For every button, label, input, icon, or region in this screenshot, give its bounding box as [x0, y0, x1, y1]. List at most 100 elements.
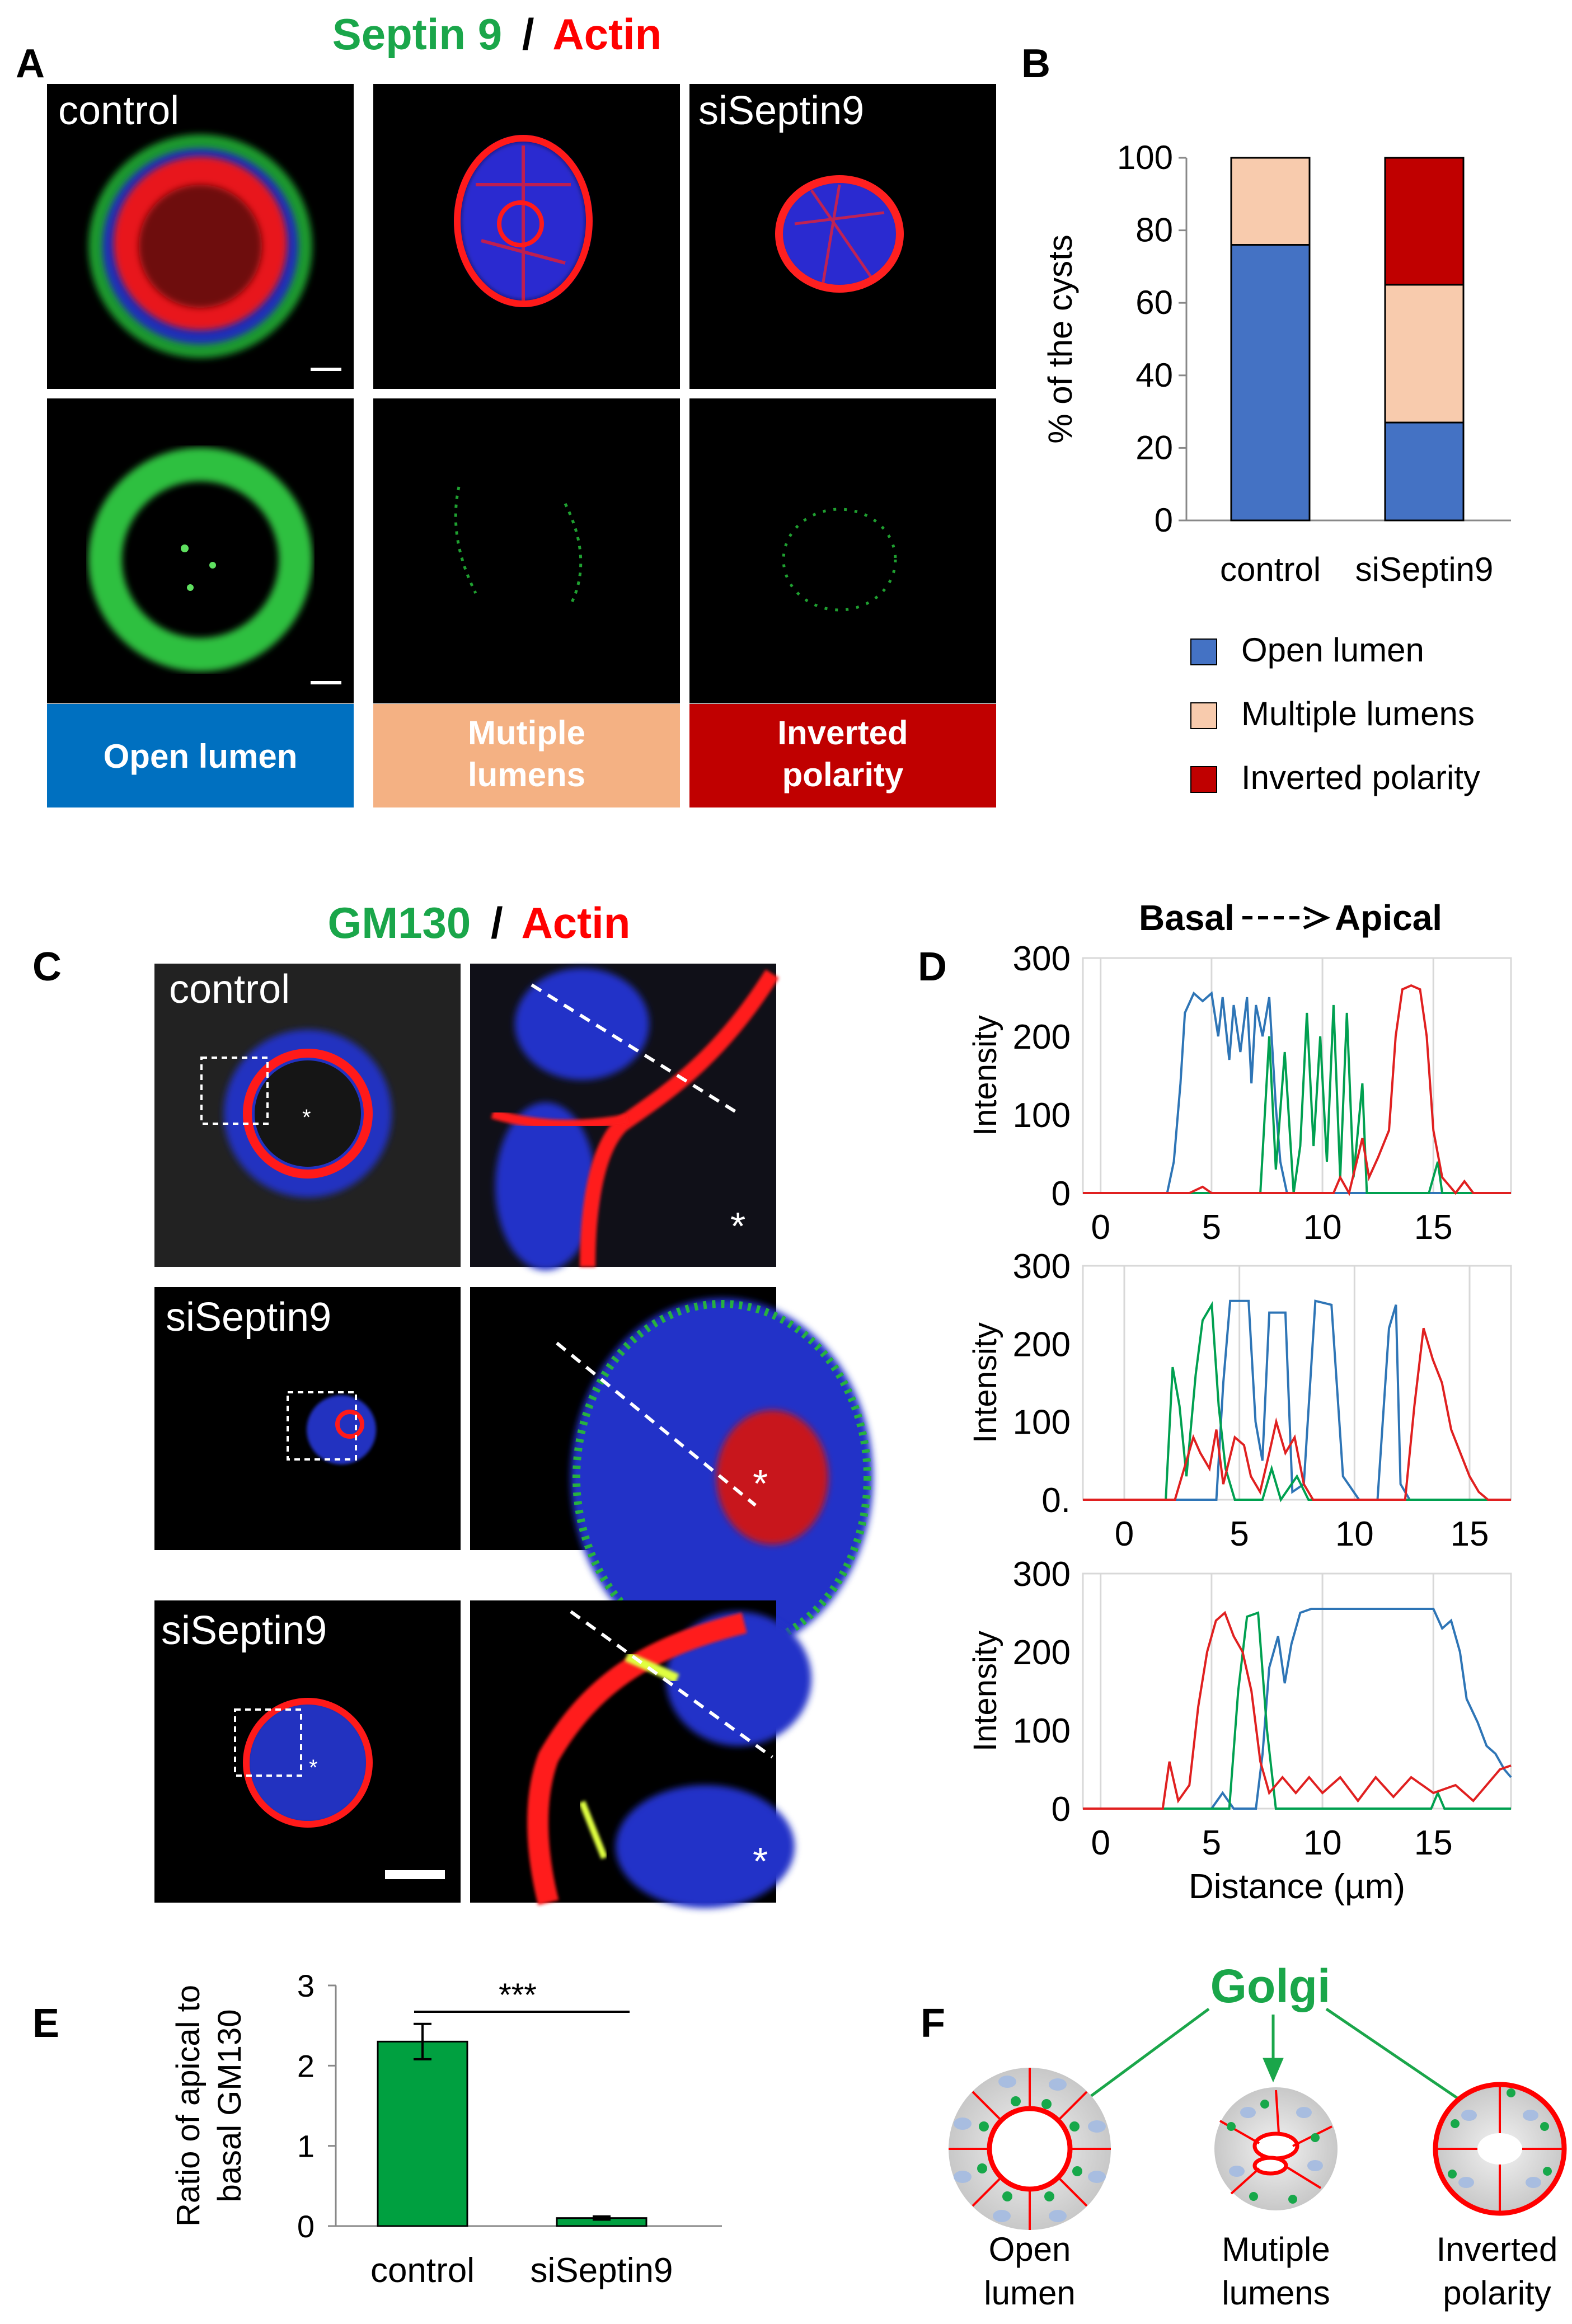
micrograph-c-control-label: control — [169, 967, 290, 1012]
chart-d1-x-tick-label: 15 — [1414, 1208, 1453, 1247]
panel-d-header-basal: Basal — [1139, 898, 1235, 938]
chart-b-legend-swatch — [1190, 702, 1217, 729]
chart-d1-series-line — [1083, 984, 1511, 1196]
chart-d3-x-tick-label: 15 — [1414, 1824, 1453, 1862]
micrograph-a-multiple-merge — [373, 84, 680, 389]
band-open-lumen — [47, 704, 354, 807]
chart-e-bar — [377, 2040, 468, 2227]
chart-d2-x-tick-label: 15 — [1450, 1515, 1489, 1553]
panel-d-arrow — [1242, 906, 1331, 929]
micrograph-a-control-label: control — [58, 88, 179, 133]
panel-c-title-actin: Actin — [521, 898, 630, 947]
micrograph-a-inverted-septin — [689, 398, 996, 703]
chart-e-significance-label: *** — [499, 1977, 537, 2013]
micrograph-a-si-label: siSeptin9 — [698, 88, 864, 133]
chart-d-si-profile-2: 0 100 200 300 0 5 10 15 Intensity Distance (µm) — [967, 1555, 1512, 1906]
chart-b-category-label: siSeptin9 — [1355, 551, 1494, 588]
panel-a-title-slash: / — [522, 10, 534, 59]
panel-b-letter: B — [1021, 41, 1050, 86]
chart-d1-y-tick-label: 0 — [1052, 1175, 1071, 1213]
chart-d3-series-line — [1083, 1611, 1512, 1810]
band-inverted-polarity — [689, 704, 996, 807]
chart-b-y-tick-label: 100 — [1117, 139, 1173, 176]
band-inverted-label-2: polarity — [782, 756, 904, 794]
panel-f-letter: F — [921, 2001, 945, 2046]
chart-d3-series-line — [1083, 1608, 1512, 1810]
chart-d3-y-axis-label: Intensity — [967, 1631, 1003, 1752]
chart-b-category-label: control — [1220, 551, 1321, 588]
panel-f-golgi-label: Golgi — [1210, 1960, 1331, 2012]
chart-e-category-label: siSeptin9 — [530, 2251, 673, 2290]
chart-d1-y-tick-label: 300 — [1013, 940, 1071, 978]
chart-b-legend-label: Multiple lumens — [1241, 695, 1475, 733]
schematic-inverted-caption-2: polarity — [1443, 2274, 1551, 2312]
panel-d-header-apical: Apical — [1335, 898, 1442, 938]
chart-d2-y-tick-label: 200 — [1013, 1325, 1071, 1364]
chart-d-si-profile-1: 0. 100 200 300 0 5 10 15 Intensity — [967, 1247, 1512, 1553]
band-multiple-label-1: Mutiple — [468, 714, 585, 752]
chart-b-y-tick-label: 80 — [1135, 212, 1173, 249]
micrograph-c-si-label-2: siSeptin9 — [161, 1608, 327, 1653]
chart-d3-series-line — [1083, 1611, 1511, 1810]
chart-b-y-tick-label: 40 — [1135, 356, 1173, 394]
chart-b-y-tick-label: 0 — [1155, 501, 1173, 539]
panel-a-title-actin: Actin — [552, 10, 661, 59]
panel-a-letter: A — [16, 41, 45, 86]
chart-b-stacked-bars: 0 20 40 60 80 100 % of the cysts control siSepti… — [1041, 139, 1511, 796]
micrograph-c-si-overview-1 — [154, 1287, 461, 1550]
micrograph-c-si-zoom-2-lumen-mark: * — [753, 1839, 768, 1883]
panel-d-letter: D — [918, 945, 947, 989]
band-multiple-label-2: lumens — [468, 756, 585, 794]
panel-a-title-septin: Septin 9 — [332, 10, 502, 59]
chart-d1-y-tick-label: 200 — [1013, 1018, 1071, 1057]
chart-d2-x-tick-label: 5 — [1230, 1515, 1249, 1553]
chart-d3-x-tick-label: 5 — [1202, 1824, 1221, 1862]
chart-d1-plot-area — [1082, 957, 1512, 1194]
micrograph-c-si-zoom-2 — [470, 1600, 811, 1908]
chart-e-category-label: control — [370, 2251, 475, 2290]
micrograph-c-control-overview — [154, 964, 461, 1267]
chart-b-y-axis-label: % of the cysts — [1041, 234, 1079, 443]
schematic-multiple-lumens — [1214, 2087, 1338, 2210]
chart-e-y-tick-label: 1 — [297, 2129, 315, 2164]
chart-b-bar-segment — [1384, 157, 1465, 286]
chart-d-control-profile: 0 100 200 300 0 5 10 15 Intensity — [967, 940, 1512, 1247]
chart-d3-y-tick-label: 100 — [1013, 1712, 1071, 1750]
chart-d3-x-tick-label: 0 — [1091, 1824, 1110, 1862]
micrograph-c-si-zoom-1 — [470, 1287, 873, 1656]
chart-d1-series-line — [1083, 991, 1511, 1194]
micrograph-a-multiple-septin — [373, 398, 680, 703]
chart-d2-x-tick-label: 0 — [1115, 1515, 1134, 1553]
chart-b-legend-swatch — [1190, 638, 1217, 665]
chart-d1-x-tick-label: 0 — [1091, 1208, 1110, 1247]
panel-c-letter: C — [32, 945, 62, 989]
micrograph-c-si-overview-2-lumen-mark: * — [309, 1755, 318, 1780]
schematic-open-lumen — [949, 2068, 1111, 2230]
chart-d2-x-tick-label: 10 — [1335, 1515, 1374, 1553]
chart-d3-x-axis-label: Distance (µm) — [1189, 1867, 1405, 1906]
chart-b-bar-segment — [1230, 244, 1311, 522]
chart-d3-plot-area — [1082, 1572, 1512, 1810]
chart-b-legend-label: Open lumen — [1241, 631, 1424, 669]
schematic-open-caption-2: lumen — [984, 2274, 1075, 2312]
chart-d2-y-tick-label: 300 — [1013, 1247, 1071, 1286]
chart-d1-x-tick-label: 10 — [1303, 1208, 1342, 1247]
chart-d2-y-tick-label: 100 — [1013, 1403, 1071, 1442]
micrograph-c-control-lumen-mark: * — [302, 1105, 311, 1130]
chart-d2-series-line — [1083, 1301, 1511, 1503]
panel-a-title: Septin 9 / Actin — [332, 10, 662, 59]
micrograph-c-control-zoom — [470, 964, 779, 1270]
chart-e-y-tick-label: 3 — [297, 1968, 315, 2003]
micrograph-a-inverted-merge — [689, 84, 996, 389]
panel-e-letter: E — [32, 2001, 59, 2046]
chart-e-y-axis-label-2: basal GM130 — [212, 2010, 248, 2203]
chart-b-y-tick-label: 20 — [1135, 429, 1173, 466]
panel-c-title-gm130: GM130 — [328, 898, 471, 947]
chart-d3-y-tick-label: 0 — [1052, 1790, 1071, 1829]
micrograph-c-si-label-1: siSeptin9 — [166, 1295, 331, 1340]
golgi-pointer-lines — [1079, 2007, 1467, 2106]
chart-e-y-tick-label: 0 — [297, 2209, 315, 2244]
schematic-open-caption-1: Open — [989, 2231, 1071, 2268]
chart-d1-series-line — [1083, 1004, 1511, 1194]
